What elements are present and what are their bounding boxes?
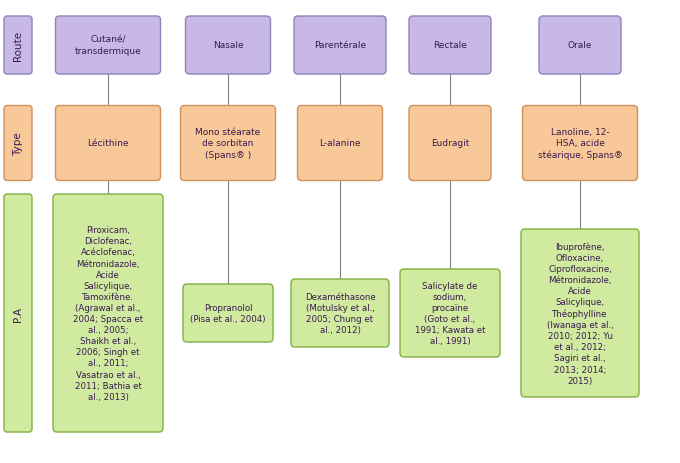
FancyBboxPatch shape	[183, 284, 273, 342]
Text: Lécithine: Lécithine	[87, 139, 129, 148]
FancyBboxPatch shape	[521, 230, 639, 397]
FancyBboxPatch shape	[522, 106, 638, 181]
FancyBboxPatch shape	[186, 17, 271, 75]
Text: Mono stéarate
de sorbitan
(Spans® ): Mono stéarate de sorbitan (Spans® )	[195, 128, 260, 159]
Text: Cutané/
transdermique: Cutané/ transdermique	[75, 36, 141, 56]
Text: Lanoline, 12-
HSA, acide
stéarique, Spans®: Lanoline, 12- HSA, acide stéarique, Span…	[538, 128, 622, 160]
Text: Rectale: Rectale	[433, 41, 467, 50]
Text: Ibuprofène,
Ofloxacine,
Ciprofloxacine,
Métronidazole,
Acide
Salicylique,
Théoph: Ibuprofène, Ofloxacine, Ciprofloxacine, …	[547, 242, 613, 385]
Text: Eudragit: Eudragit	[431, 139, 469, 148]
Text: Orale: Orale	[568, 41, 592, 50]
Text: Type: Type	[13, 132, 23, 156]
FancyBboxPatch shape	[4, 17, 32, 75]
FancyBboxPatch shape	[291, 279, 389, 347]
FancyBboxPatch shape	[409, 17, 491, 75]
FancyBboxPatch shape	[409, 106, 491, 181]
Text: Dexaméthasone
(Motulsky et al.,
2005; Chung et
al., 2012): Dexaméthasone (Motulsky et al., 2005; Ch…	[305, 292, 375, 334]
FancyBboxPatch shape	[180, 106, 275, 181]
FancyBboxPatch shape	[400, 269, 500, 357]
Text: Route: Route	[13, 31, 23, 61]
Text: Piroxicam,
Diclofenac,
Acéclofenac,
Métronidazole,
Acide
Salicylique,
Tamoxifène: Piroxicam, Diclofenac, Acéclofenac, Métr…	[73, 226, 143, 401]
FancyBboxPatch shape	[53, 194, 163, 432]
FancyBboxPatch shape	[539, 17, 621, 75]
Text: Propranolol
(Pisa et al., 2004): Propranolol (Pisa et al., 2004)	[190, 303, 266, 323]
FancyBboxPatch shape	[56, 17, 160, 75]
FancyBboxPatch shape	[4, 194, 32, 432]
Text: Salicylate de
sodium,
procaïne
(Goto et al.,
1991; Kawata et
al., 1991): Salicylate de sodium, procaïne (Goto et …	[415, 281, 486, 345]
Text: L-alanine: L-alanine	[319, 139, 361, 148]
FancyBboxPatch shape	[294, 17, 386, 75]
FancyBboxPatch shape	[298, 106, 382, 181]
Text: Parentérale: Parentérale	[314, 41, 366, 50]
Text: Nasale: Nasale	[213, 41, 243, 50]
Text: P.A: P.A	[13, 306, 23, 321]
FancyBboxPatch shape	[4, 106, 32, 181]
FancyBboxPatch shape	[56, 106, 160, 181]
